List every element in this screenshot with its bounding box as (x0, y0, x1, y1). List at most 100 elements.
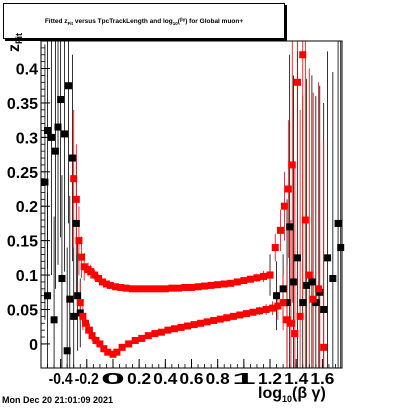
data-point (220, 280, 228, 288)
y-tick-label: 0.15 (7, 234, 38, 251)
data-point (80, 263, 88, 271)
data-point (112, 283, 120, 291)
data-point (170, 325, 178, 333)
data-point (236, 311, 244, 319)
data-point (92, 336, 100, 344)
data-point (253, 274, 261, 282)
data-point (79, 312, 87, 320)
data-point (283, 299, 291, 307)
data-point (122, 284, 130, 292)
data-point (290, 278, 298, 286)
y-tick-label: 0 (29, 337, 38, 354)
data-point (118, 343, 126, 351)
data-point (303, 281, 311, 289)
data-point (64, 82, 72, 90)
data-point (279, 299, 287, 307)
data-point (88, 332, 96, 340)
timestamp: Mon Dec 20 21:01:09 2021 (2, 395, 114, 405)
data-point (283, 316, 291, 324)
data-point (291, 330, 299, 338)
x-tick-label: 0.6 (180, 371, 204, 388)
data-point (76, 299, 84, 307)
data-point (314, 285, 322, 293)
data-point (72, 195, 80, 203)
y-tick-label: 0.4 (16, 62, 38, 79)
data-point (284, 185, 292, 193)
data-point (44, 126, 52, 134)
data-point (294, 254, 302, 262)
y-tick-label: 0.35 (7, 96, 38, 113)
data-point (276, 226, 284, 234)
data-point (50, 316, 58, 324)
x-tick-label: 0.8 (206, 371, 230, 388)
data-point (106, 281, 114, 289)
data-point (85, 326, 93, 334)
data-point (271, 244, 279, 252)
data-point (155, 285, 163, 293)
data-point (299, 299, 307, 307)
data-point (223, 314, 231, 322)
data-point (294, 78, 302, 86)
data-point (125, 340, 133, 348)
data-point (144, 332, 152, 340)
x-tick-label: 0.4 (153, 371, 177, 388)
data-point (249, 308, 257, 316)
data-point (99, 278, 107, 286)
data-point (233, 278, 241, 286)
data-point (203, 318, 211, 326)
data-point (305, 271, 313, 279)
data-point (207, 281, 215, 289)
data-point (104, 348, 112, 356)
data-point (96, 340, 104, 348)
data-point (157, 328, 165, 336)
chart-title-box: Fitted zFit versus TpcTrackLength and lo… (3, 3, 285, 39)
data-point (61, 130, 69, 138)
data-point (242, 310, 250, 318)
chart-title: Fitted zFit versus TpcTrackLength and lo… (44, 17, 244, 26)
data-point (216, 315, 224, 323)
data-point (308, 278, 316, 286)
data-point (63, 347, 71, 355)
data-point (100, 345, 108, 353)
data-point (78, 253, 86, 261)
data-point (58, 275, 66, 283)
data-point (229, 312, 237, 320)
x-tick-label: 1.6 (310, 371, 334, 388)
data-point (266, 271, 274, 279)
data-point (75, 237, 83, 245)
data-point (72, 219, 80, 227)
x-tick-label: 0 (101, 371, 125, 388)
data-point (296, 312, 304, 320)
data-point (131, 336, 139, 344)
data-point (287, 319, 295, 327)
data-point (74, 292, 82, 300)
data-point (190, 321, 198, 329)
data-point (286, 223, 294, 231)
x-tick-label: -0.2 (75, 371, 99, 388)
data-point (54, 123, 62, 131)
y-tick-label: 0.3 (16, 130, 38, 147)
data-point (44, 292, 52, 300)
data-point (256, 307, 264, 315)
x-tick-label: 1.4 (284, 371, 308, 388)
data-point (177, 323, 185, 331)
data-point (320, 305, 328, 313)
data-point (240, 277, 248, 285)
data-point (164, 326, 172, 334)
data-point (324, 254, 332, 262)
data-point (201, 282, 209, 290)
data-point (320, 343, 328, 351)
data-point (210, 316, 218, 324)
data-point (109, 350, 117, 358)
data-point (273, 292, 281, 300)
data-point (68, 154, 76, 162)
data-point (214, 281, 222, 289)
data-point (334, 219, 342, 227)
data-point (181, 283, 189, 291)
data-point (174, 284, 182, 292)
data-point (279, 285, 287, 293)
x-tick-label: 1.2 (258, 371, 282, 388)
data-point (299, 51, 307, 59)
data-point (227, 279, 235, 287)
